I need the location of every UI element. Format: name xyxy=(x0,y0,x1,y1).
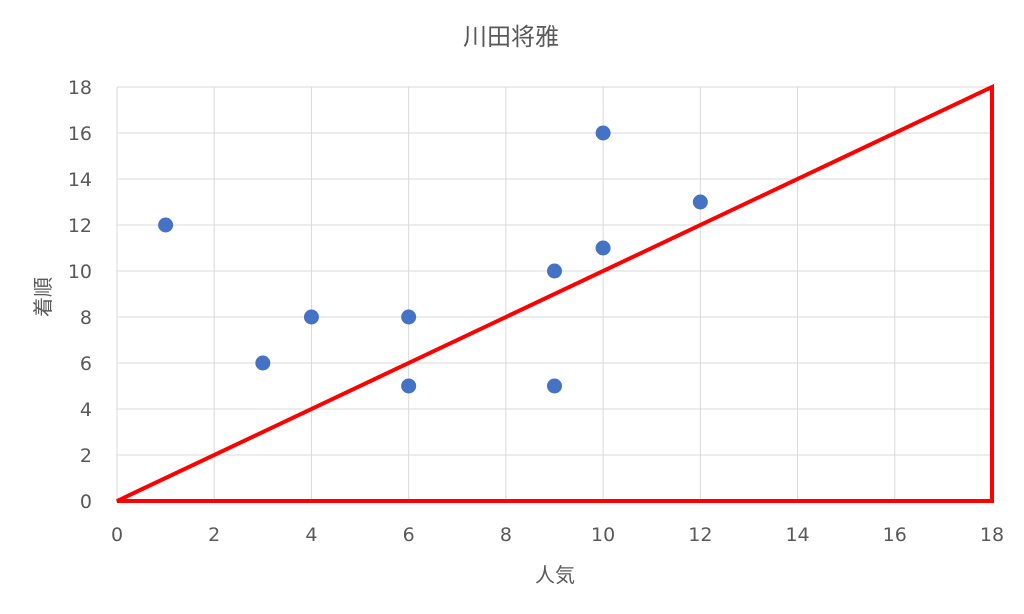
x-axis-title: 人気 xyxy=(535,563,575,587)
data-point xyxy=(692,194,708,210)
data-point xyxy=(303,309,319,325)
chart-title: 川田将雅 xyxy=(463,23,559,51)
y-axis-ticks: 0 2 4 6 8 10 12 14 16 18 xyxy=(68,77,92,513)
x-tick-label: 0 xyxy=(111,524,123,546)
y-tick-label: 10 xyxy=(68,261,92,283)
x-tick-label: 16 xyxy=(883,524,907,546)
data-point xyxy=(255,355,271,371)
annotation-triangle xyxy=(116,83,994,503)
data-point xyxy=(547,378,562,394)
data-point xyxy=(401,378,417,394)
data-point xyxy=(595,240,611,256)
y-tick-label: 16 xyxy=(68,123,92,145)
y-tick-label: 12 xyxy=(68,215,92,237)
y-tick-label: 4 xyxy=(80,399,92,421)
y-tick-label: 8 xyxy=(80,307,92,329)
x-tick-label: 12 xyxy=(688,524,712,546)
x-axis-ticks: 0 2 4 6 8 10 12 14 16 18 xyxy=(111,524,1004,546)
y-tick-label: 18 xyxy=(68,77,92,99)
y-tick-label: 0 xyxy=(80,491,92,513)
x-tick-label: 10 xyxy=(591,524,615,546)
x-tick-label: 2 xyxy=(208,524,220,546)
data-point xyxy=(547,263,562,279)
y-axis-title: 着順 xyxy=(31,277,55,317)
y-tick-label: 2 xyxy=(80,445,92,467)
x-tick-label: 6 xyxy=(403,524,415,546)
x-tick-label: 18 xyxy=(980,524,1004,546)
data-points xyxy=(158,125,708,394)
x-tick-label: 14 xyxy=(785,524,809,546)
data-point xyxy=(401,309,417,325)
annotation-layer xyxy=(116,83,994,503)
x-tick-label: 8 xyxy=(500,524,512,546)
y-tick-label: 6 xyxy=(80,353,92,375)
data-point xyxy=(595,125,611,141)
data-point xyxy=(158,217,174,233)
x-tick-label: 4 xyxy=(305,524,317,546)
y-tick-label: 14 xyxy=(68,169,92,191)
